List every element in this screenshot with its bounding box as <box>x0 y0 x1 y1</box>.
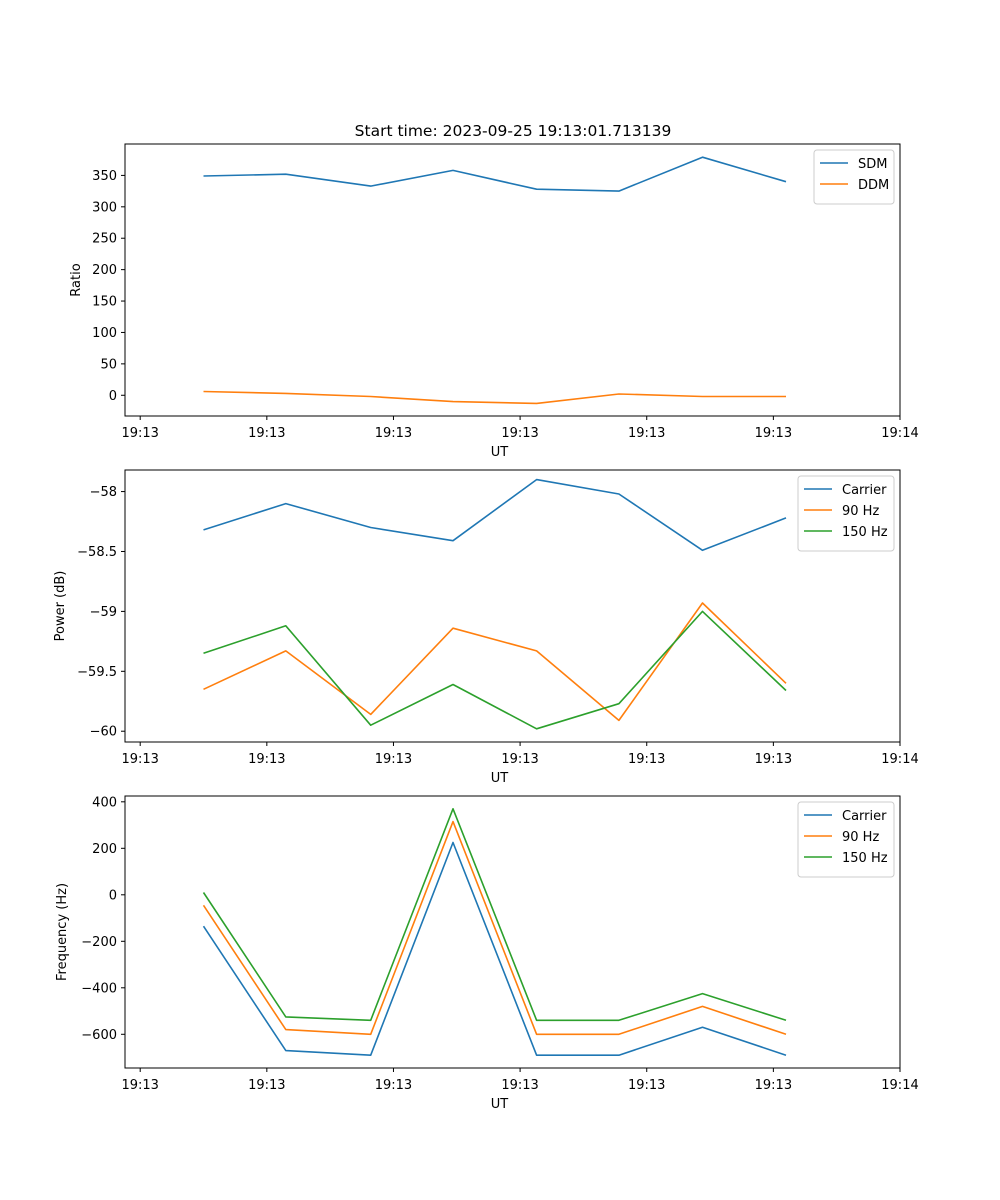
y-tick-label: −59.5 <box>77 665 117 680</box>
legend-label-150-hz: 150 Hz <box>842 525 888 540</box>
y-tick-label: 200 <box>92 263 117 278</box>
x-tick-label: 19:13 <box>121 426 158 441</box>
y-tick-label: 300 <box>92 200 117 215</box>
y-axis-label: Ratio <box>69 263 84 296</box>
legend: Carrier 90 Hz 150 Hz <box>797 475 895 552</box>
y-tick-label: 250 <box>92 232 117 247</box>
x-tick-label: 19:13 <box>501 1078 538 1093</box>
series-line-150-hz <box>202 807 787 1022</box>
x-tick-label: 19:13 <box>375 426 412 441</box>
legend-label-carrier: Carrier <box>842 483 887 498</box>
y-axis-label: Power (dB) <box>53 571 68 642</box>
legend-box <box>797 475 895 552</box>
y-tick-label: 400 <box>92 795 117 810</box>
y-tick-label: −400 <box>81 981 117 996</box>
legend-label-90-hz: 90 Hz <box>842 830 879 845</box>
y-tick-label: −58 <box>90 485 117 500</box>
series-line-90-hz <box>202 820 787 1036</box>
legend: SDM DDM <box>813 149 895 205</box>
x-tick-label: 19:13 <box>628 426 665 441</box>
chart-1: 19:13 19:13 19:13 19:13 19:13 19:13 19:14 0 50 10… <box>69 143 919 460</box>
y-tick-label: −600 <box>81 1028 117 1043</box>
series-line-150-hz <box>203 610 787 730</box>
x-tick-label: 19:14 <box>881 426 918 441</box>
y-tick-label: −60 <box>90 725 117 740</box>
x-tick-label: 19:13 <box>248 752 285 767</box>
x-tick-label: 19:13 <box>755 752 792 767</box>
x-tick-label: 19:13 <box>375 752 412 767</box>
y-tick-label: 50 <box>100 357 117 372</box>
y-tick-label: −58.5 <box>77 545 117 560</box>
figure-title: Start time: 2023-09-25 19:13:01.713139 <box>355 122 672 140</box>
x-tick-label: 19:13 <box>248 426 285 441</box>
y-tick-label: −200 <box>81 935 117 950</box>
x-axis-label: UT <box>491 1097 509 1112</box>
legend: Carrier 90 Hz 150 Hz <box>797 801 895 878</box>
x-tick-label: 19:13 <box>755 1078 792 1093</box>
legend-label-150-hz: 150 Hz <box>842 851 888 866</box>
series-line-ddm <box>203 390 786 405</box>
legend-label-90-hz: 90 Hz <box>842 504 879 519</box>
x-axis-label: UT <box>491 445 509 460</box>
y-tick-label: −59 <box>90 605 117 620</box>
x-tick-label: 19:13 <box>501 426 538 441</box>
x-tick-label: 19:13 <box>375 1078 412 1093</box>
x-tick-label: 19:13 <box>121 1078 158 1093</box>
x-axis-label: UT <box>491 771 509 786</box>
x-tick-label: 19:13 <box>755 426 792 441</box>
x-tick-label: 19:13 <box>501 752 538 767</box>
x-tick-label: 19:13 <box>628 752 665 767</box>
series-line-carrier <box>202 841 787 1056</box>
legend-label-carrier: Carrier <box>842 809 887 824</box>
y-tick-label: 350 <box>92 169 117 184</box>
series-line-sdm <box>203 156 787 192</box>
legend-label-sdm: SDM <box>858 157 887 172</box>
x-tick-label: 19:13 <box>628 1078 665 1093</box>
series-line-90-hz <box>203 602 787 722</box>
x-tick-label: 19:14 <box>881 1078 918 1093</box>
x-tick-label: 19:13 <box>248 1078 285 1093</box>
legend-box <box>797 801 895 878</box>
plot-frame <box>124 143 901 417</box>
legend-label-ddm: DDM <box>858 178 889 193</box>
plot-frame <box>124 469 901 743</box>
y-tick-label: 150 <box>92 295 117 310</box>
chart-3: 19:13 19:13 19:13 19:13 19:13 19:13 19:14 −600 −… <box>55 795 919 1112</box>
y-tick-label: 0 <box>109 888 117 903</box>
y-tick-label: 200 <box>92 842 117 857</box>
plot-frame <box>124 795 901 1069</box>
y-tick-label: 0 <box>109 389 117 404</box>
y-tick-label: 100 <box>92 326 117 341</box>
series-line-carrier <box>203 478 787 552</box>
chart-2: 19:13 19:13 19:13 19:13 19:13 19:13 19:14 −60 −5… <box>53 469 919 786</box>
x-tick-label: 19:14 <box>881 752 918 767</box>
x-tick-label: 19:13 <box>121 752 158 767</box>
y-axis-label: Frequency (Hz) <box>55 883 70 981</box>
